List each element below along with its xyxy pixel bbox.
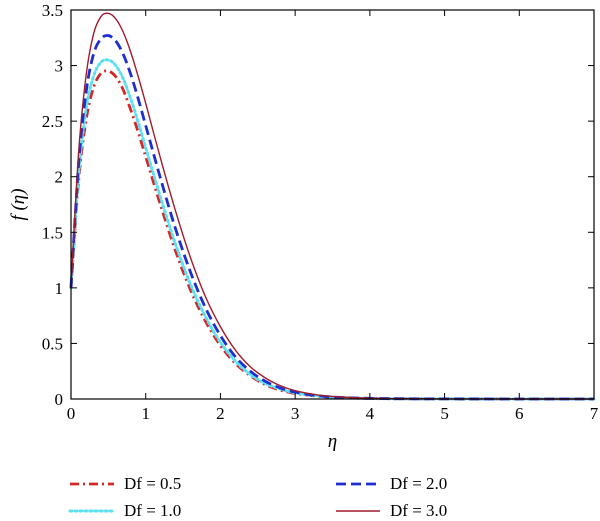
y-tick-label: 3.5: [42, 1, 63, 20]
y-tick-label: 2.5: [42, 112, 63, 131]
plot-area: [69, 12, 596, 401]
x-tick-label: 7: [590, 404, 599, 423]
legend-label: Df = 3.0: [390, 501, 447, 520]
x-tick-label: 5: [440, 404, 449, 423]
x-tick-label: 0: [67, 404, 76, 423]
legend: Df = 0.5 Df = 1.0 Df = 2.0 Df = 3.0: [68, 474, 447, 520]
x-axis-label: η: [328, 431, 337, 452]
y-tick-label: 1.5: [42, 223, 63, 242]
axes: 0 1 2 3 4 5 6 7 0 0.5 1 1.5 2 2.5 3 3.5: [42, 1, 599, 423]
legend-item: Df = 3.0: [336, 501, 447, 520]
x-tick-label: 4: [366, 404, 375, 423]
x-tick-label: 2: [216, 404, 225, 423]
legend-item: Df = 0.5: [70, 474, 181, 493]
series-line-3: [69, 34, 595, 401]
legend-label: Df = 0.5: [124, 474, 181, 493]
y-tick-label: 1: [55, 279, 64, 298]
series-line-2: [69, 58, 596, 401]
y-tick-label: 2: [55, 168, 64, 187]
legend-label: Df = 2.0: [390, 474, 447, 493]
series-line-1: [69, 69, 595, 401]
x-tick-label: 3: [291, 404, 300, 423]
y-tick-label: 0: [55, 390, 64, 409]
series-line-4: [70, 12, 595, 400]
y-tick-label: 3: [55, 57, 64, 76]
legend-item: Df = 1.0: [68, 501, 181, 520]
y-tick-label: 0.5: [42, 334, 63, 353]
plot-frame: [70, 9, 595, 400]
x-tick-label: 1: [141, 404, 150, 423]
x-tick-label: 6: [515, 404, 524, 423]
legend-item: Df = 2.0: [336, 474, 447, 493]
legend-label: Df = 1.0: [124, 501, 181, 520]
y-axis-label: f (η): [8, 188, 29, 220]
